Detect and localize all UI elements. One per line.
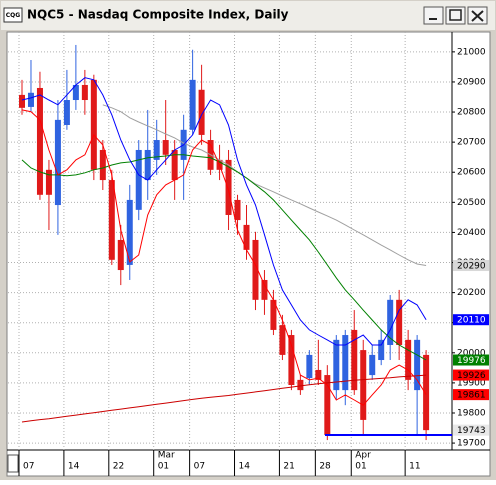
candle-body [279, 325, 286, 355]
candle-body [144, 149, 151, 181]
x-tick-label: 14 [68, 462, 80, 472]
candle-body [189, 79, 196, 130]
x-tick-label: 01 [158, 462, 169, 472]
x-tick-label: 11 [409, 462, 420, 472]
candle-body [333, 339, 340, 391]
candle-body [54, 119, 61, 206]
candle-body [261, 279, 268, 300]
price-box [453, 354, 489, 366]
price-box [453, 260, 489, 272]
plot: 1970019800199002000020100202002030020400… [8, 32, 489, 476]
candle-body [234, 199, 241, 221]
icon-text: CQG [6, 12, 21, 19]
moving-average-line [102, 104, 427, 266]
candle-body [225, 159, 232, 215]
candle-body [81, 84, 88, 101]
y-tick-label: 19700 [457, 439, 486, 449]
x-tick-label: 28 [319, 462, 331, 472]
candle-body [162, 140, 169, 155]
candle-body [45, 169, 52, 195]
candle-body [198, 89, 205, 135]
month-label: Mar [158, 451, 175, 461]
price-box-label: 19743 [457, 426, 486, 436]
y-tick-label: 20900 [457, 77, 486, 87]
candle-body [414, 339, 421, 391]
candle-body [297, 379, 304, 391]
candle-body [423, 354, 430, 431]
maximize-button[interactable] [445, 6, 466, 25]
candle-body [19, 94, 25, 108]
candle-body [72, 84, 79, 101]
button-icon[interactable] [471, 10, 484, 22]
title-bar [1, 1, 495, 30]
x-tick-label: 22 [113, 462, 124, 472]
scroll-box[interactable] [7, 454, 19, 473]
x-tick-label: 07 [23, 462, 34, 472]
candle-body [126, 199, 133, 265]
button-icon[interactable] [449, 9, 462, 21]
minimize-button[interactable] [423, 6, 444, 25]
y-tick-label: 20800 [457, 108, 486, 118]
candle-body [324, 375, 331, 435]
candle-body [135, 149, 142, 210]
candle-body [405, 339, 412, 380]
y-tick-label: 19900 [457, 378, 486, 388]
candle-body [315, 369, 322, 380]
y-tick-label: 20000 [457, 348, 486, 358]
price-box-label: 19976 [457, 356, 486, 366]
price-box [453, 314, 489, 326]
y-tick-label: 20500 [457, 198, 486, 208]
candle-body [108, 180, 115, 260]
candle-body [351, 329, 358, 391]
moving-average-line [21, 154, 427, 361]
y-tick-label: 21000 [457, 47, 486, 57]
moving-average-line [21, 109, 427, 406]
candle-body [117, 239, 124, 271]
candle-body [243, 224, 250, 250]
candle-body [27, 92, 34, 107]
candle-body [306, 354, 313, 379]
y-tick-label: 20400 [457, 228, 486, 238]
y-tick-label: 20200 [457, 288, 486, 298]
candle-body [387, 299, 394, 345]
candle-body [396, 299, 403, 345]
candle-body [360, 350, 367, 420]
candle-body [99, 149, 106, 181]
app-icon [3, 7, 23, 23]
candle-body [36, 87, 43, 195]
close-button[interactable] [467, 6, 488, 25]
price-box [453, 424, 489, 436]
candle-body [270, 299, 277, 330]
x-tick-label: 14 [239, 462, 251, 472]
price-box [453, 389, 489, 401]
price-box-label: 19861 [457, 391, 486, 401]
candle-body [63, 100, 70, 125]
candle-body [369, 354, 376, 376]
candle-body [90, 79, 97, 170]
candle-body [171, 149, 178, 181]
button-box[interactable] [423, 6, 444, 25]
month-label: Apr [355, 451, 371, 461]
candle-body [378, 339, 385, 361]
price-box-label: 20110 [457, 316, 486, 326]
candle-body [342, 335, 349, 391]
price-box [453, 369, 489, 381]
x-tick-label: 01 [355, 462, 366, 472]
moving-average-line [21, 77, 427, 346]
y-tick-label: 20600 [457, 168, 486, 178]
price-box-label: 19926 [457, 371, 486, 381]
candle-body [153, 140, 160, 160]
y-tick-label: 20700 [457, 138, 486, 148]
candle-body [252, 239, 259, 300]
moving-average-line [21, 374, 427, 423]
x-tick-label: 21 [283, 462, 294, 472]
x-tick-label: 07 [194, 462, 205, 472]
window-title: NQC5 - Nasdaq Composite Index, Daily [27, 8, 289, 22]
candle-body [288, 335, 295, 385]
y-tick-label: 19800 [457, 408, 486, 418]
price-box-label: 20290 [457, 262, 486, 272]
